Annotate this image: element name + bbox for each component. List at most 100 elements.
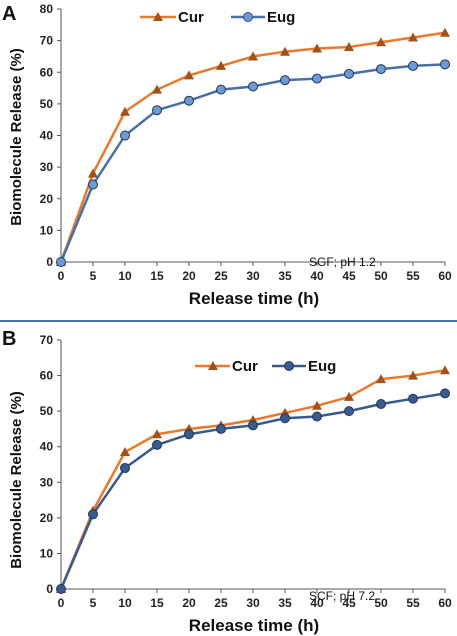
data-point-eug (152, 439, 162, 450)
y-tick-label: 0 (46, 255, 53, 269)
data-point-eug (216, 84, 226, 95)
data-point-cur (408, 370, 418, 380)
series-line-eug (59, 63, 446, 263)
y-tick-label: 30 (40, 160, 54, 174)
data-point-cur (344, 41, 354, 51)
legend-marker-cur (153, 12, 163, 21)
x-axis-label: Release time (h) (189, 616, 319, 635)
data-point-eug (184, 95, 194, 106)
data-point-cur (280, 46, 290, 56)
data-point-eug (376, 399, 386, 410)
data-point-cur (376, 374, 386, 384)
y-axis-label: Biomolecule Release (%) (8, 391, 25, 569)
x-tick-label: 10 (118, 269, 132, 283)
y-tick-label: 40 (40, 129, 54, 143)
data-point-eug (56, 257, 66, 267)
y-tick-label: 0 (46, 582, 53, 596)
x-tick-label: 0 (58, 269, 65, 283)
x-tick-label: 60 (438, 269, 452, 283)
data-point-eug (312, 411, 322, 422)
data-point-eug (56, 584, 66, 594)
x-tick-label: 20 (182, 269, 196, 283)
chart-panel-a: A 0 10 20 30 40 50 60 70 80 0 5 10 15 20 25 30 35 40 45 50 5… (2, 2, 452, 308)
data-point-eug (280, 413, 290, 424)
data-point-eug (248, 81, 258, 92)
data-point-eug (344, 68, 354, 79)
x-tick-label: 15 (150, 269, 164, 283)
data-point-eug (184, 429, 194, 440)
data-point-cur (440, 27, 450, 37)
legend-label-cur: Cur (232, 358, 258, 375)
x-tick-label: 30 (246, 269, 260, 283)
data-point-eug (440, 388, 450, 399)
condition-annotation: SGF; pH 1.2 (309, 255, 376, 269)
plot-area: 0 10 20 30 40 50 60 70 0 5 10 15 20 25 30 35 40 45 50 55 60 (40, 333, 452, 610)
y-tick-label: 60 (40, 65, 54, 79)
data-point-cur (88, 168, 98, 178)
data-point-cur (440, 365, 450, 375)
x-tick-label: 35 (278, 596, 292, 610)
legend-marker-eug (243, 12, 253, 22)
y-tick-label: 70 (40, 34, 54, 48)
x-tick-label: 15 (150, 596, 164, 610)
legend-label-cur: Cur (178, 9, 204, 26)
x-tick-label: 50 (374, 596, 388, 610)
x-tick-label: 55 (406, 596, 420, 610)
data-point-cur (152, 429, 162, 439)
data-point-cur (312, 400, 322, 410)
data-point-eug (120, 130, 130, 141)
data-point-cur (312, 43, 322, 53)
y-tick-label: 50 (40, 404, 54, 418)
data-point-cur (184, 70, 194, 80)
x-tick-label: 40 (310, 596, 324, 610)
data-point-eug (216, 423, 226, 434)
x-tick-label: 25 (214, 269, 228, 283)
data-point-cur (216, 60, 226, 70)
y-tick-label: 30 (40, 475, 54, 489)
x-tick-label: 25 (214, 596, 228, 610)
x-tick-label: 10 (118, 596, 132, 610)
x-tick-label: 45 (342, 269, 356, 283)
x-tick-label: 5 (90, 596, 97, 610)
y-axis-label: Biomolecule Release (%) (8, 48, 25, 226)
x-tick-label: 50 (374, 269, 388, 283)
data-point-eug (312, 73, 322, 84)
x-tick-label: 5 (90, 269, 97, 283)
y-tick-label: 60 (40, 369, 54, 383)
legend: Cur Eug (140, 9, 295, 26)
y-tick-label: 20 (40, 192, 54, 206)
x-axis-label: Release time (h) (189, 289, 319, 308)
data-point-eug (248, 420, 258, 431)
legend: Cur Eug (195, 358, 336, 375)
x-tick-label: 40 (310, 269, 324, 283)
data-point-cur (376, 37, 386, 47)
data-point-eug (408, 60, 418, 71)
legend-label-eug: Eug (308, 358, 336, 375)
x-tick-label: 0 (58, 596, 65, 610)
data-point-cur (120, 106, 130, 116)
y-tick-label: 80 (40, 2, 54, 16)
chart-panel-b: B 0 10 20 30 40 50 60 70 0 5 10 15 20 25 30 35 40 45 50 55 6… (2, 328, 452, 635)
data-point-cur (248, 51, 258, 61)
data-point-eug (88, 509, 98, 520)
x-tick-label: 55 (406, 269, 420, 283)
legend-label-eug: Eug (267, 9, 295, 26)
data-point-eug (120, 463, 130, 474)
y-tick-label: 50 (40, 97, 54, 111)
data-point-eug (408, 393, 418, 404)
y-tick-label: 10 (40, 223, 54, 237)
data-point-cur (408, 32, 418, 42)
plot-area: 0 10 20 30 40 50 60 70 80 0 5 10 15 20 25 30 35 40 45 50 55 6… (40, 2, 452, 283)
data-point-cur (152, 84, 162, 94)
legend-marker-eug (284, 361, 294, 371)
data-point-eug (344, 406, 354, 417)
data-point-eug (88, 179, 98, 190)
x-tick-label: 35 (278, 269, 292, 283)
legend-marker-cur (208, 361, 218, 370)
data-point-cur (120, 447, 130, 457)
x-tick-label: 30 (246, 596, 260, 610)
x-tick-label: 20 (182, 596, 196, 610)
data-point-cur (344, 391, 354, 401)
data-point-eug (440, 59, 450, 70)
y-tick-label: 20 (40, 511, 54, 525)
